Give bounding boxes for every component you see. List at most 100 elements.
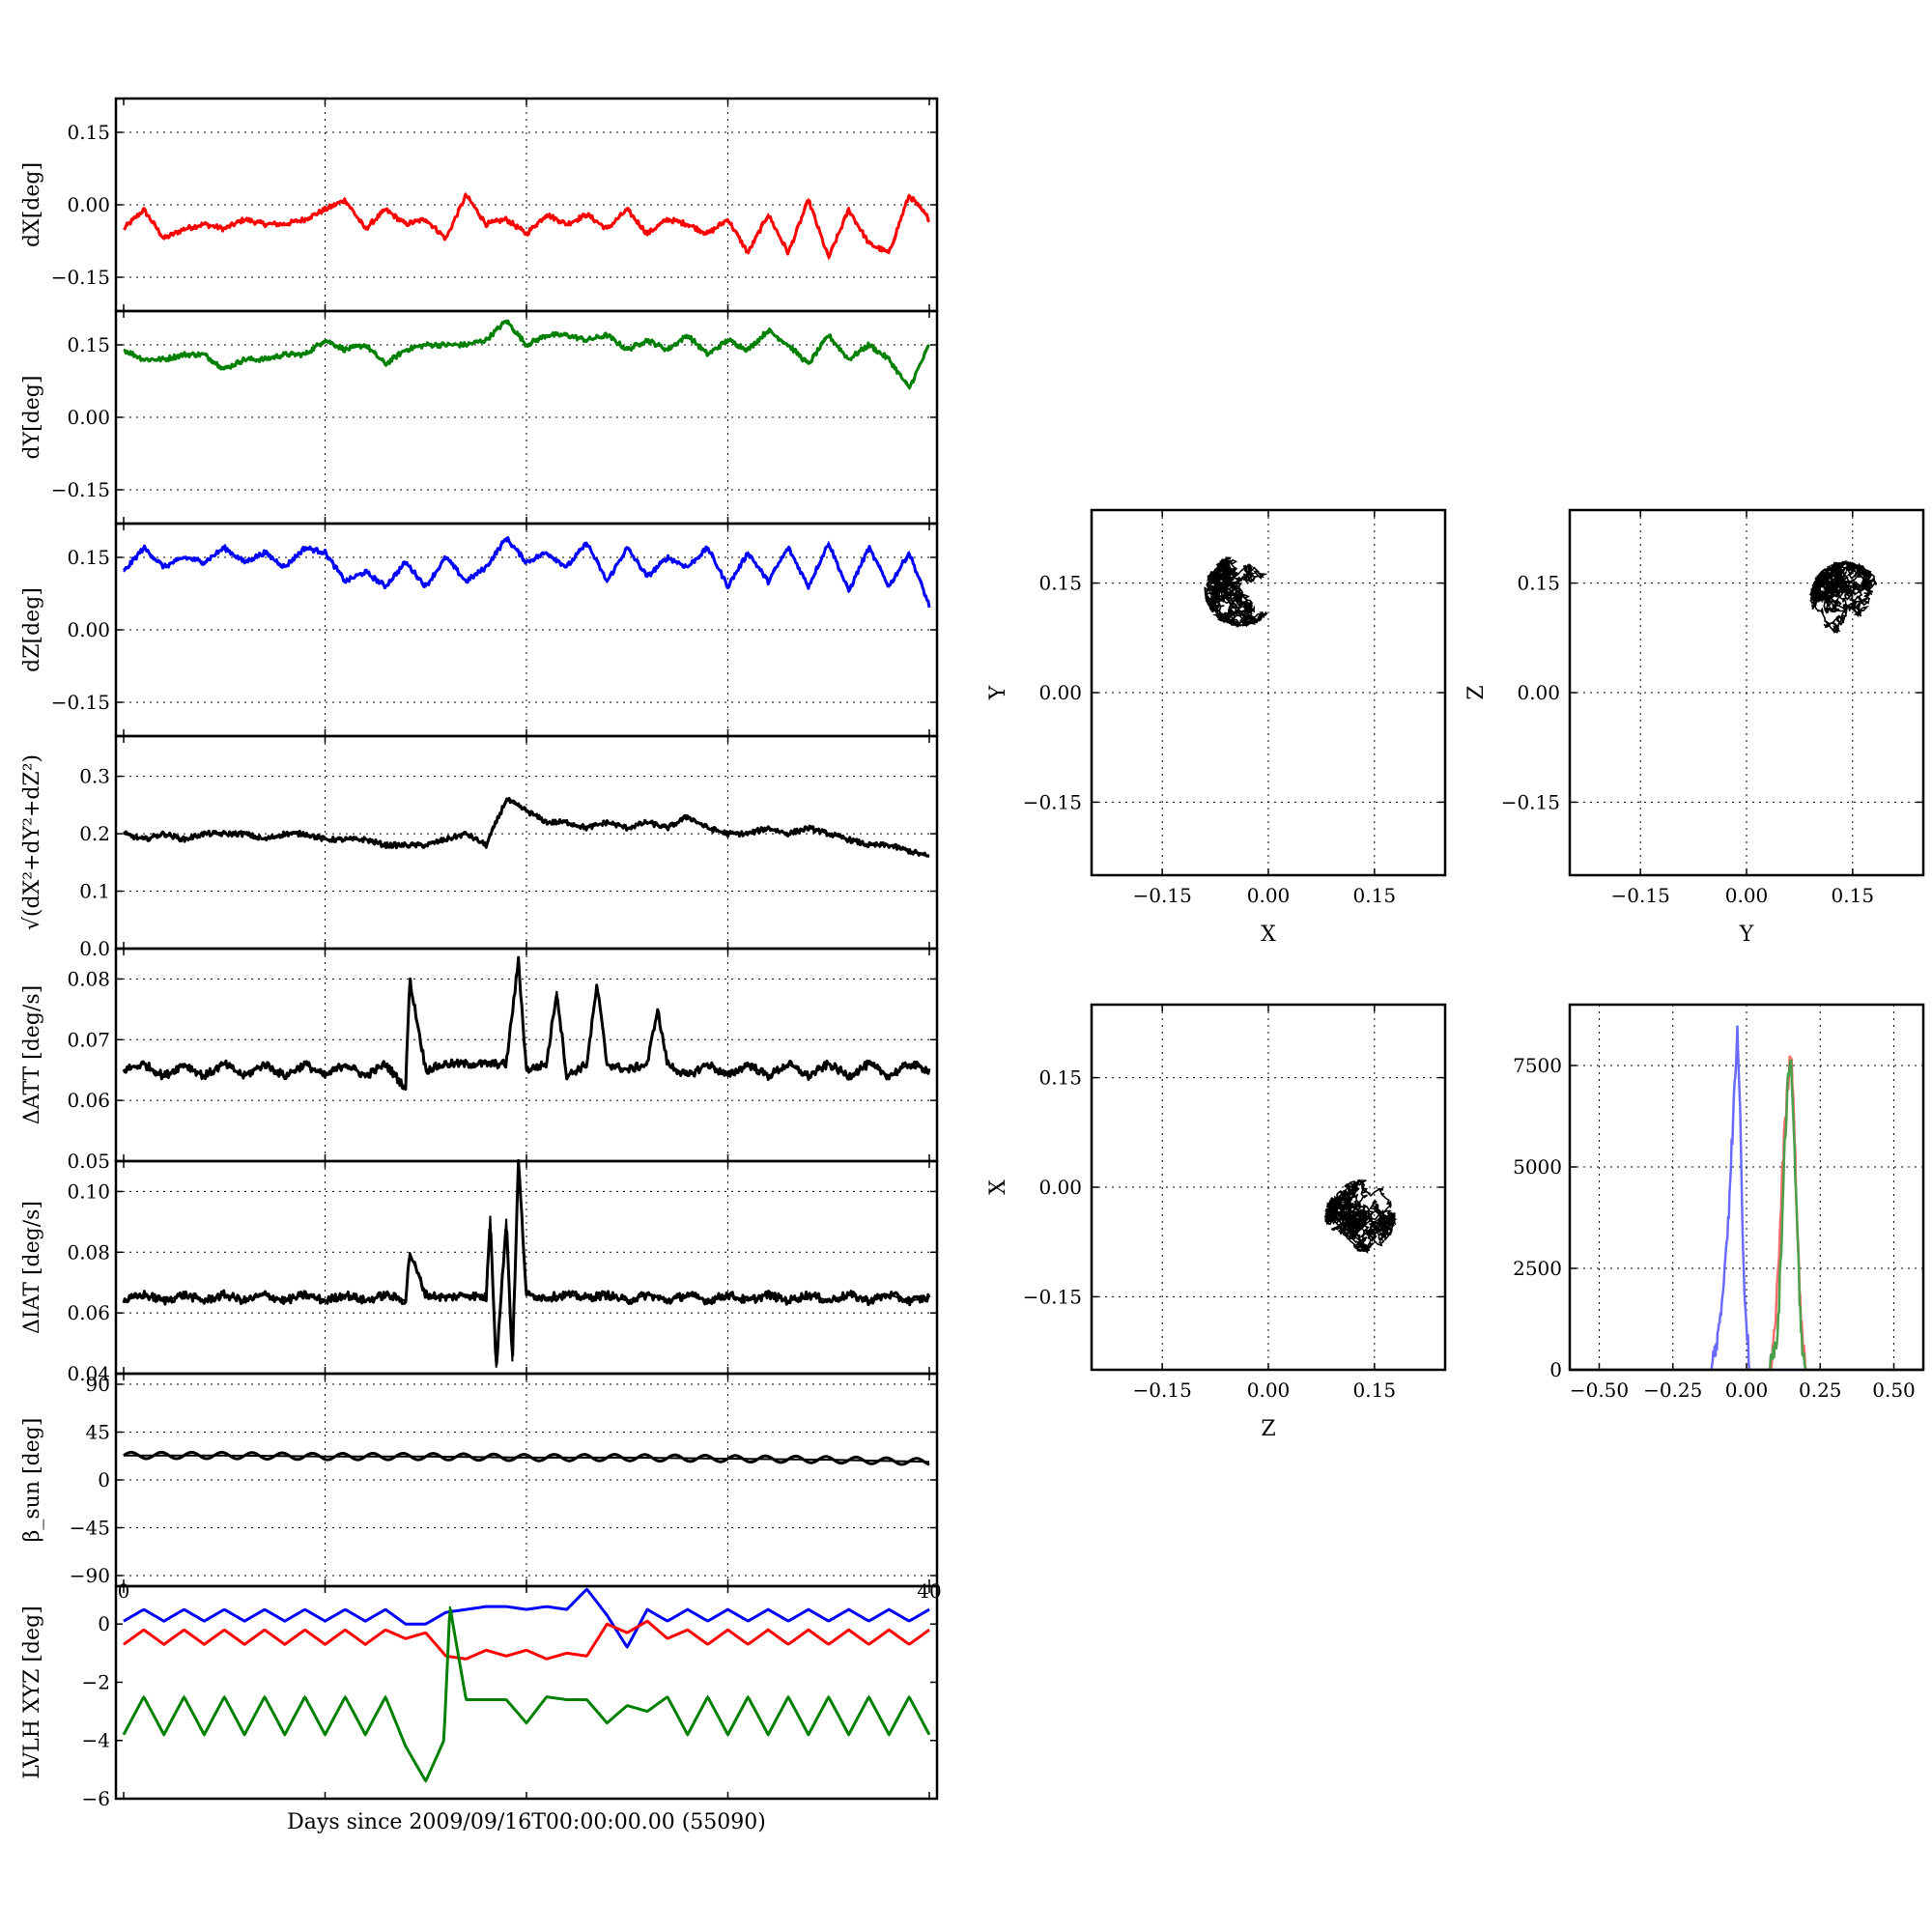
dy-series-1-peaks [123, 319, 930, 391]
diat-series-1-peaks [123, 1160, 930, 1368]
xtick-label: −0.50 [1570, 1378, 1629, 1402]
panel-dx: 0.15 0.00 −0.15 dX[deg] [20, 97, 939, 313]
panel-beta: 90 45 0 −45 −90 β_sun [deg] [20, 1372, 939, 1588]
ytick-label: −0.15 [51, 266, 110, 289]
lvlh-series-3 [122, 1608, 931, 1782]
ylabel-dy: dY[deg] [20, 376, 44, 460]
ytick-label: 0.15 [1038, 1066, 1082, 1090]
panel-zx: −0.15 0.00 0.15 0.15 0.00 −0.15 Z X [986, 1003, 1447, 1441]
ytick-label: 0.08 [67, 967, 110, 990]
xtick-label: 0.25 [1799, 1378, 1842, 1402]
ytick-label: 0.10 [67, 1179, 110, 1203]
ylabel-dtot: √(dX²+dY²+dZ²) [20, 754, 44, 930]
dy-series-1 [123, 319, 930, 389]
xtick-label: 0.00 [1725, 1378, 1769, 1402]
lvlh-series-3-peaks [123, 1605, 930, 1784]
ytick-label: −0.15 [1023, 1285, 1082, 1308]
scatter-trace-yz [1808, 559, 1878, 635]
ytick-label: 0.06 [67, 1301, 110, 1324]
xtick-label: 0.15 [1353, 884, 1397, 907]
xtick-label: 40 [917, 1579, 941, 1603]
xtick-label: 0.00 [1247, 1378, 1291, 1402]
ytick-label: 0.3 [79, 765, 110, 788]
ytick-label: 0.1 [79, 880, 110, 903]
xtick-label: 0.00 [1725, 884, 1769, 907]
dz-series-1-peaks [123, 536, 930, 607]
panel-frame [114, 734, 939, 951]
xtick-label: −0.15 [1611, 884, 1670, 907]
panel-diat: 0.04 0.06 0.08 0.10 ΔIAT [deg/s] [20, 1158, 939, 1385]
panel-frame [1568, 1003, 1925, 1372]
ytick-label: 0.15 [67, 333, 110, 356]
xtick-label: −0.15 [1133, 1378, 1192, 1402]
ylabel-yz: Z [1464, 685, 1489, 699]
ytick-label: 0.04 [67, 1362, 110, 1385]
shared-x-axis-label: Days since 2009/09/16T00:00:00.00 (55090… [287, 1810, 766, 1834]
xtick-label: 0.00 [1247, 884, 1291, 907]
ytick-label: 0.07 [67, 1028, 110, 1051]
ytick-label: 0.00 [67, 406, 110, 429]
ylabel-beta: β_sun [deg] [20, 1418, 44, 1543]
xlabel-yz: Y [1739, 923, 1754, 947]
xtick-label: 0.15 [1353, 1378, 1397, 1402]
ytick-label: 90 [86, 1373, 110, 1396]
ytick-label: 5000 [1513, 1155, 1562, 1179]
ytick-label: 0.00 [1517, 681, 1560, 704]
ylabel-diat: ΔIAT [deg/s] [20, 1201, 44, 1334]
ytick-label: −0.15 [1023, 790, 1082, 813]
ytick-label: −0.15 [1501, 790, 1560, 813]
ytick-label: −4 [82, 1729, 110, 1752]
ytick-label: 0.15 [67, 546, 110, 569]
ylabel-zx: X [986, 1179, 1010, 1195]
panel-dtot: 0.0 0.1 0.2 0.3 √(dX²+dY²+dZ²) [20, 734, 939, 960]
ytick-label: 0 [1549, 1358, 1562, 1381]
beta-series-1 [123, 1450, 930, 1466]
ylabel-lvlh: LVLH XYZ [deg] [20, 1605, 44, 1779]
lvlh-series-2-peaks [123, 1619, 930, 1661]
panel-frame [1090, 508, 1447, 877]
ytick-label: 0 [98, 1612, 110, 1635]
ylabel-dx: dX[deg] [20, 162, 44, 247]
ytick-label: 0.15 [1038, 572, 1082, 595]
xtick-label: 0.50 [1872, 1378, 1916, 1402]
ytick-label: 0.15 [1517, 572, 1560, 595]
lvlh-series-1 [123, 1588, 930, 1648]
ylabel-xy: Y [986, 685, 1010, 700]
ytick-label: 0.00 [1038, 681, 1082, 704]
ytick-label: −90 [70, 1564, 110, 1587]
panel-dy: 0.15 0.00 −0.15 dY[deg] [20, 309, 939, 526]
panel-xy: −0.15 0.00 0.15 0.15 0.00 −0.15 X Y [986, 508, 1447, 947]
ytick-label: 0 [98, 1468, 110, 1492]
scatter-trace-zx [1323, 1178, 1397, 1255]
ytick-label: 0.00 [1038, 1176, 1082, 1199]
lvlh-series-2 [123, 1619, 930, 1661]
panel-frame [1090, 1003, 1447, 1372]
lvlh-series-1-peaks [123, 1587, 930, 1650]
hist-series-1 [1570, 1025, 1923, 1372]
xtick-label: 0 [118, 1579, 130, 1603]
panel-frame [114, 1159, 939, 1376]
xtick-label: −0.25 [1643, 1378, 1702, 1402]
ytick-label: 45 [86, 1421, 110, 1444]
ytick-label: 7500 [1513, 1054, 1562, 1077]
ylabel-dz: dZ[deg] [20, 587, 44, 672]
datt-series-1-peaks [123, 960, 930, 1092]
scatter-trace-xy [1204, 556, 1268, 628]
ytick-label: −6 [82, 1787, 110, 1810]
ytick-label: 2500 [1513, 1257, 1562, 1280]
ytick-label: 0.05 [67, 1150, 110, 1173]
dx-series-1-peaks [123, 192, 930, 261]
xlabel-xy: X [1261, 923, 1276, 947]
xtick-label: 0.15 [1832, 884, 1875, 907]
xlabel-zx: Z [1261, 1417, 1275, 1441]
beta-series-1-peaks [124, 1454, 930, 1463]
ylabel-datt: ΔATT [deg/s] [20, 985, 44, 1124]
ytick-label: −45 [70, 1517, 110, 1540]
ytick-label: 0.00 [67, 193, 110, 216]
ytick-label: 0.00 [67, 618, 110, 641]
ytick-label: 0.08 [67, 1240, 110, 1264]
dtot-series-1-peaks [123, 797, 930, 858]
panel-frame [1568, 508, 1925, 877]
ytick-label: 0.06 [67, 1089, 110, 1112]
